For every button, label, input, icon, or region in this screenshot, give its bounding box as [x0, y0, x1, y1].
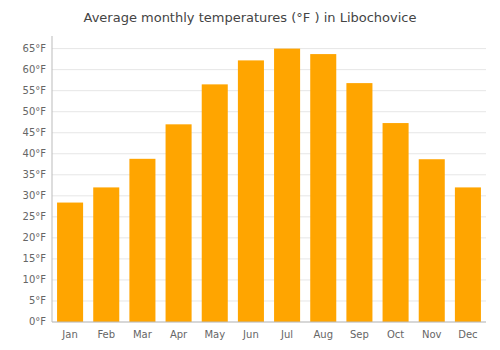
bar — [129, 159, 155, 322]
y-tick-label: 5°F — [29, 295, 46, 306]
x-axis-line — [52, 322, 486, 323]
bar — [202, 84, 228, 322]
y-axis-line — [52, 36, 53, 322]
bar — [57, 203, 83, 322]
grid-line — [52, 90, 486, 91]
bar — [166, 124, 192, 322]
bars — [57, 49, 481, 322]
y-tick-label: 30°F — [23, 190, 47, 201]
y-axis-labels: 0°F 5°F 10°F 15°F 20°F 25°F 30°F 35°F 40°F 45°F 50… — [23, 43, 47, 327]
grid-line — [52, 132, 486, 133]
x-tick-label: Jul — [280, 329, 293, 340]
y-tick-label: 20°F — [23, 232, 47, 243]
y-tick-label: 55°F — [23, 85, 47, 96]
y-tick-label: 0°F — [29, 316, 46, 327]
x-tick-label: Aug — [313, 329, 333, 340]
y-tick-label: 60°F — [23, 64, 47, 75]
y-tick-label: 40°F — [23, 148, 47, 159]
y-tick-label: 50°F — [23, 106, 47, 117]
chart-container: 0°F 5°F 10°F 15°F 20°F 25°F 30°F 35°F 40°F 45°F 50… — [0, 0, 500, 350]
y-tick-label: 35°F — [23, 169, 47, 180]
grid-line — [52, 322, 486, 323]
bar — [383, 123, 409, 322]
grid-line — [52, 48, 486, 49]
x-axis-labels: Jan Feb Mar Apr May Jun Jul Aug Sep Oct Nov Dec — [61, 329, 477, 340]
x-tick-label: Jun — [242, 329, 259, 340]
x-tick-label: Feb — [97, 329, 115, 340]
bar — [310, 54, 336, 322]
grid-line — [52, 111, 486, 112]
x-tick-label: Oct — [387, 329, 404, 340]
y-tick-label: 25°F — [23, 211, 47, 222]
chart-title: Average monthly temperatures (°F ) in Li… — [84, 10, 417, 25]
bar — [455, 187, 481, 322]
x-tick-label: Sep — [350, 329, 369, 340]
y-tick-label: 10°F — [23, 274, 47, 285]
x-tick-label: Nov — [422, 329, 442, 340]
bar — [93, 187, 119, 322]
bar — [274, 49, 300, 322]
x-tick-label: Jan — [61, 329, 77, 340]
grid-line — [52, 69, 486, 70]
grid-line — [52, 153, 486, 154]
x-tick-label: Mar — [133, 329, 153, 340]
bar — [419, 159, 445, 322]
x-tick-label: May — [204, 329, 225, 340]
y-tick-label: 65°F — [23, 43, 47, 54]
bar — [238, 60, 264, 322]
y-tick-label: 45°F — [23, 127, 47, 138]
x-tick-label: Dec — [458, 329, 477, 340]
x-tick-label: Apr — [170, 329, 188, 340]
chart-svg: 0°F 5°F 10°F 15°F 20°F 25°F 30°F 35°F 40°F 45°F 50… — [0, 0, 500, 350]
grid — [52, 49, 486, 322]
y-tick-label: 15°F — [23, 253, 47, 264]
bar — [346, 83, 372, 322]
